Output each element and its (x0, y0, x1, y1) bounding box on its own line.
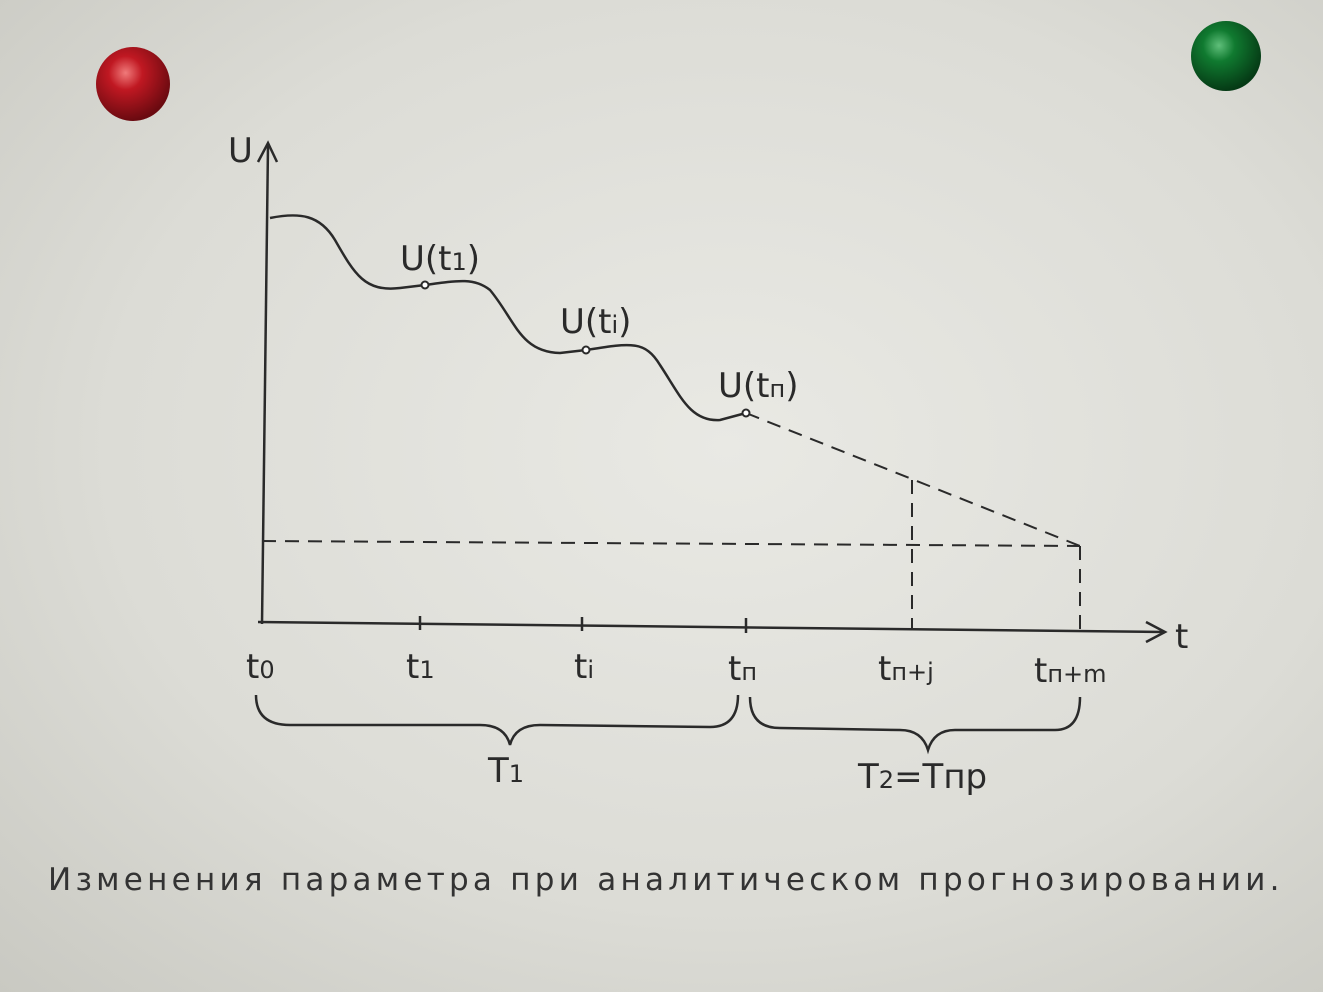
tick-label-ti: ti (574, 647, 594, 687)
tick-label-tn: tп (728, 649, 757, 689)
label-u-t1: U(t1) (400, 239, 480, 279)
y-axis-arrow (256, 140, 279, 163)
label-u-tn: U(tп) (718, 366, 798, 406)
tick-label-tnj: tп+j (878, 649, 934, 689)
tick-label-t1: t1 (406, 647, 435, 687)
point-u-t1 (420, 280, 430, 290)
forecast-line (745, 412, 1081, 547)
point-u-tn (741, 408, 751, 418)
caption: Изменения параметра при аналитическом пр… (48, 862, 1280, 898)
red-magnet (96, 47, 170, 121)
x-axis (257, 620, 1164, 634)
y-axis (260, 144, 270, 625)
interval-t1: T1 (487, 751, 524, 791)
brace-t2 (748, 696, 1082, 755)
green-magnet (1191, 21, 1261, 91)
label-u-ti: U(ti) (560, 302, 631, 342)
tick-label-t0: t0 (246, 647, 275, 687)
y-axis-label: U (228, 131, 253, 171)
x-axis-label: t (1175, 617, 1188, 657)
x-axis-arrow (1145, 620, 1168, 644)
curve (269, 214, 747, 422)
tick-label-tnm: tп+m (1034, 651, 1107, 691)
interval-t2: T2=Tпр (857, 757, 987, 797)
brace-t1 (254, 694, 740, 746)
point-u-ti (581, 345, 591, 355)
threshold-line (261, 540, 1081, 547)
